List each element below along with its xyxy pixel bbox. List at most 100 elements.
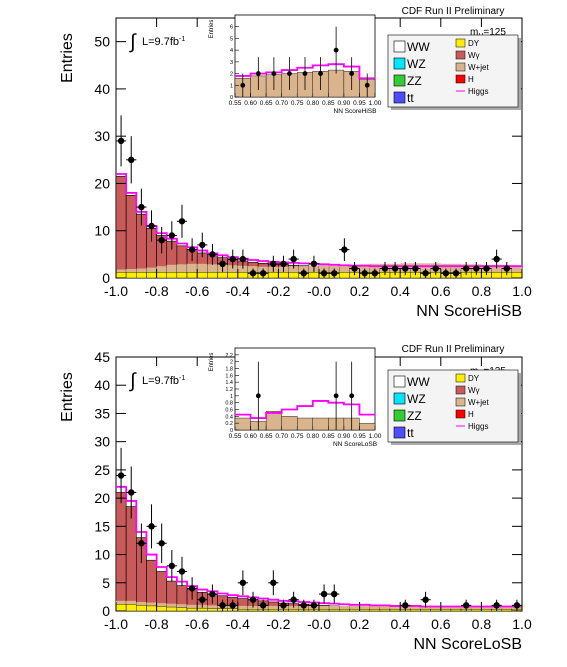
wgamma-bar <box>471 605 482 611</box>
wgamma-bar <box>450 605 462 611</box>
dy-bar <box>410 609 421 612</box>
dy-bar <box>471 609 482 612</box>
wgamma-bar <box>501 605 512 611</box>
data-point <box>371 270 379 277</box>
y-tick-label: 30 <box>94 434 110 450</box>
data-point <box>280 260 287 268</box>
y-axis-label: Entries <box>59 372 76 422</box>
data-point <box>310 260 318 268</box>
wgamma-bar <box>288 266 299 278</box>
data-point <box>188 585 196 592</box>
data-point <box>259 602 267 609</box>
wgamma-bar <box>369 605 380 611</box>
data-point <box>158 540 165 547</box>
wgamma-bar <box>187 604 198 611</box>
legend-box <box>387 369 519 443</box>
inset-x-tick-label: 0.80 <box>306 433 319 440</box>
inset-y-axis-label: Entries <box>209 353 215 372</box>
y-tick-label: 40 <box>94 377 110 393</box>
wgamma-bar <box>207 605 218 611</box>
dy-bar <box>196 607 208 612</box>
inset-x-tick-label: 0.65 <box>260 100 273 107</box>
dy-bar <box>136 605 147 612</box>
inset-x-tick-label: 0.65 <box>260 433 273 440</box>
dy-bar <box>146 272 157 279</box>
data-point <box>391 265 399 272</box>
x-tick-label: 0.2 <box>350 283 370 299</box>
x-tick-label: -0.6 <box>185 616 209 632</box>
dy-bar <box>359 609 370 612</box>
data-point <box>503 265 510 272</box>
data-point <box>199 241 206 249</box>
dy-bar <box>115 272 127 279</box>
y-tick-label: 45 <box>94 349 110 365</box>
inset-y-tick-label: 0 <box>230 95 233 101</box>
legend-label: H <box>468 410 474 419</box>
legend-label: Higgs <box>468 87 488 96</box>
data-point <box>249 270 257 277</box>
legend-label: WW <box>407 40 430 54</box>
x-axis-label: NN ScoreLoSB <box>414 636 523 653</box>
inset-x-tick-label: 0.75 <box>291 433 304 440</box>
inset-y-tick-label: 3 <box>230 60 233 66</box>
x-tick-label: -0.2 <box>266 616 290 632</box>
dy-bar <box>125 604 137 612</box>
inset-x-tick-label: 0.70 <box>275 100 288 107</box>
data-point <box>239 255 247 263</box>
y-tick-label: 35 <box>94 405 110 421</box>
inset-y-tick-label: 4 <box>230 48 233 54</box>
data-point <box>351 265 358 272</box>
wgamma-bar <box>268 605 279 611</box>
x-tick-label: 1.0 <box>512 283 532 299</box>
wgamma-bar <box>187 263 198 278</box>
legend-swatch <box>455 385 466 395</box>
x-tick-label: 0.4 <box>390 616 410 632</box>
dy-bar <box>247 609 259 612</box>
inset-data-point <box>318 71 323 76</box>
dy-bar <box>166 606 178 612</box>
legend-label: W+jet <box>468 398 489 407</box>
dy-bar <box>196 272 208 279</box>
data-point <box>148 222 155 230</box>
inset-data-point <box>349 71 355 76</box>
dy-bar <box>511 272 523 279</box>
dy-bar <box>156 606 167 612</box>
y-tick-label: 0 <box>102 603 110 619</box>
inset-data-point <box>364 82 370 88</box>
inset-y-tick-label: 0.6 <box>225 408 233 414</box>
legend-swatch <box>393 40 406 53</box>
chart-title: CDF Run II Preliminary <box>402 344 505 355</box>
data-point <box>412 265 419 272</box>
lumi-label: L=9.7fb-1 <box>142 375 185 387</box>
x-tick-label: 0.8 <box>472 283 492 299</box>
legend-swatch <box>455 409 466 419</box>
x-tick-label: 0.6 <box>431 283 451 299</box>
chart-panel-1: -1.0 -0.8 -0.6 -0.4 -0.2 -0.0 0.2 0.4 0.6 0.8 1.00… <box>59 4 532 320</box>
data-point <box>381 265 389 272</box>
data-point <box>361 270 368 277</box>
dy-bar <box>339 272 350 279</box>
wgamma-bar <box>349 605 360 611</box>
legend-swatch <box>455 74 466 84</box>
data-point <box>138 540 145 547</box>
inset-x-tick-label: 1.00 <box>369 100 382 107</box>
data-point <box>199 596 206 603</box>
x-tick-label: 1.0 <box>512 616 532 632</box>
y-tick-label: 40 <box>94 81 110 97</box>
legend-swatch <box>393 426 406 439</box>
wjet-bar <box>125 506 137 612</box>
legend-label: H <box>468 75 474 84</box>
y-tick-label: 20 <box>94 490 110 506</box>
legend-label: W+jet <box>468 63 489 72</box>
data-point <box>513 602 521 609</box>
inset-y-tick-label: 1.2 <box>225 387 233 393</box>
wgamma-bar <box>481 605 492 611</box>
data-point <box>270 579 277 586</box>
inset-y-tick-label: 1.8 <box>225 367 233 373</box>
x-axis-label: NN ScoreHiSB <box>416 303 522 320</box>
dy-bar <box>369 609 381 612</box>
dy-bar <box>146 605 157 612</box>
dy-bar <box>349 609 360 612</box>
integral-symbol: ∫ <box>129 31 137 53</box>
data-point <box>249 596 257 603</box>
